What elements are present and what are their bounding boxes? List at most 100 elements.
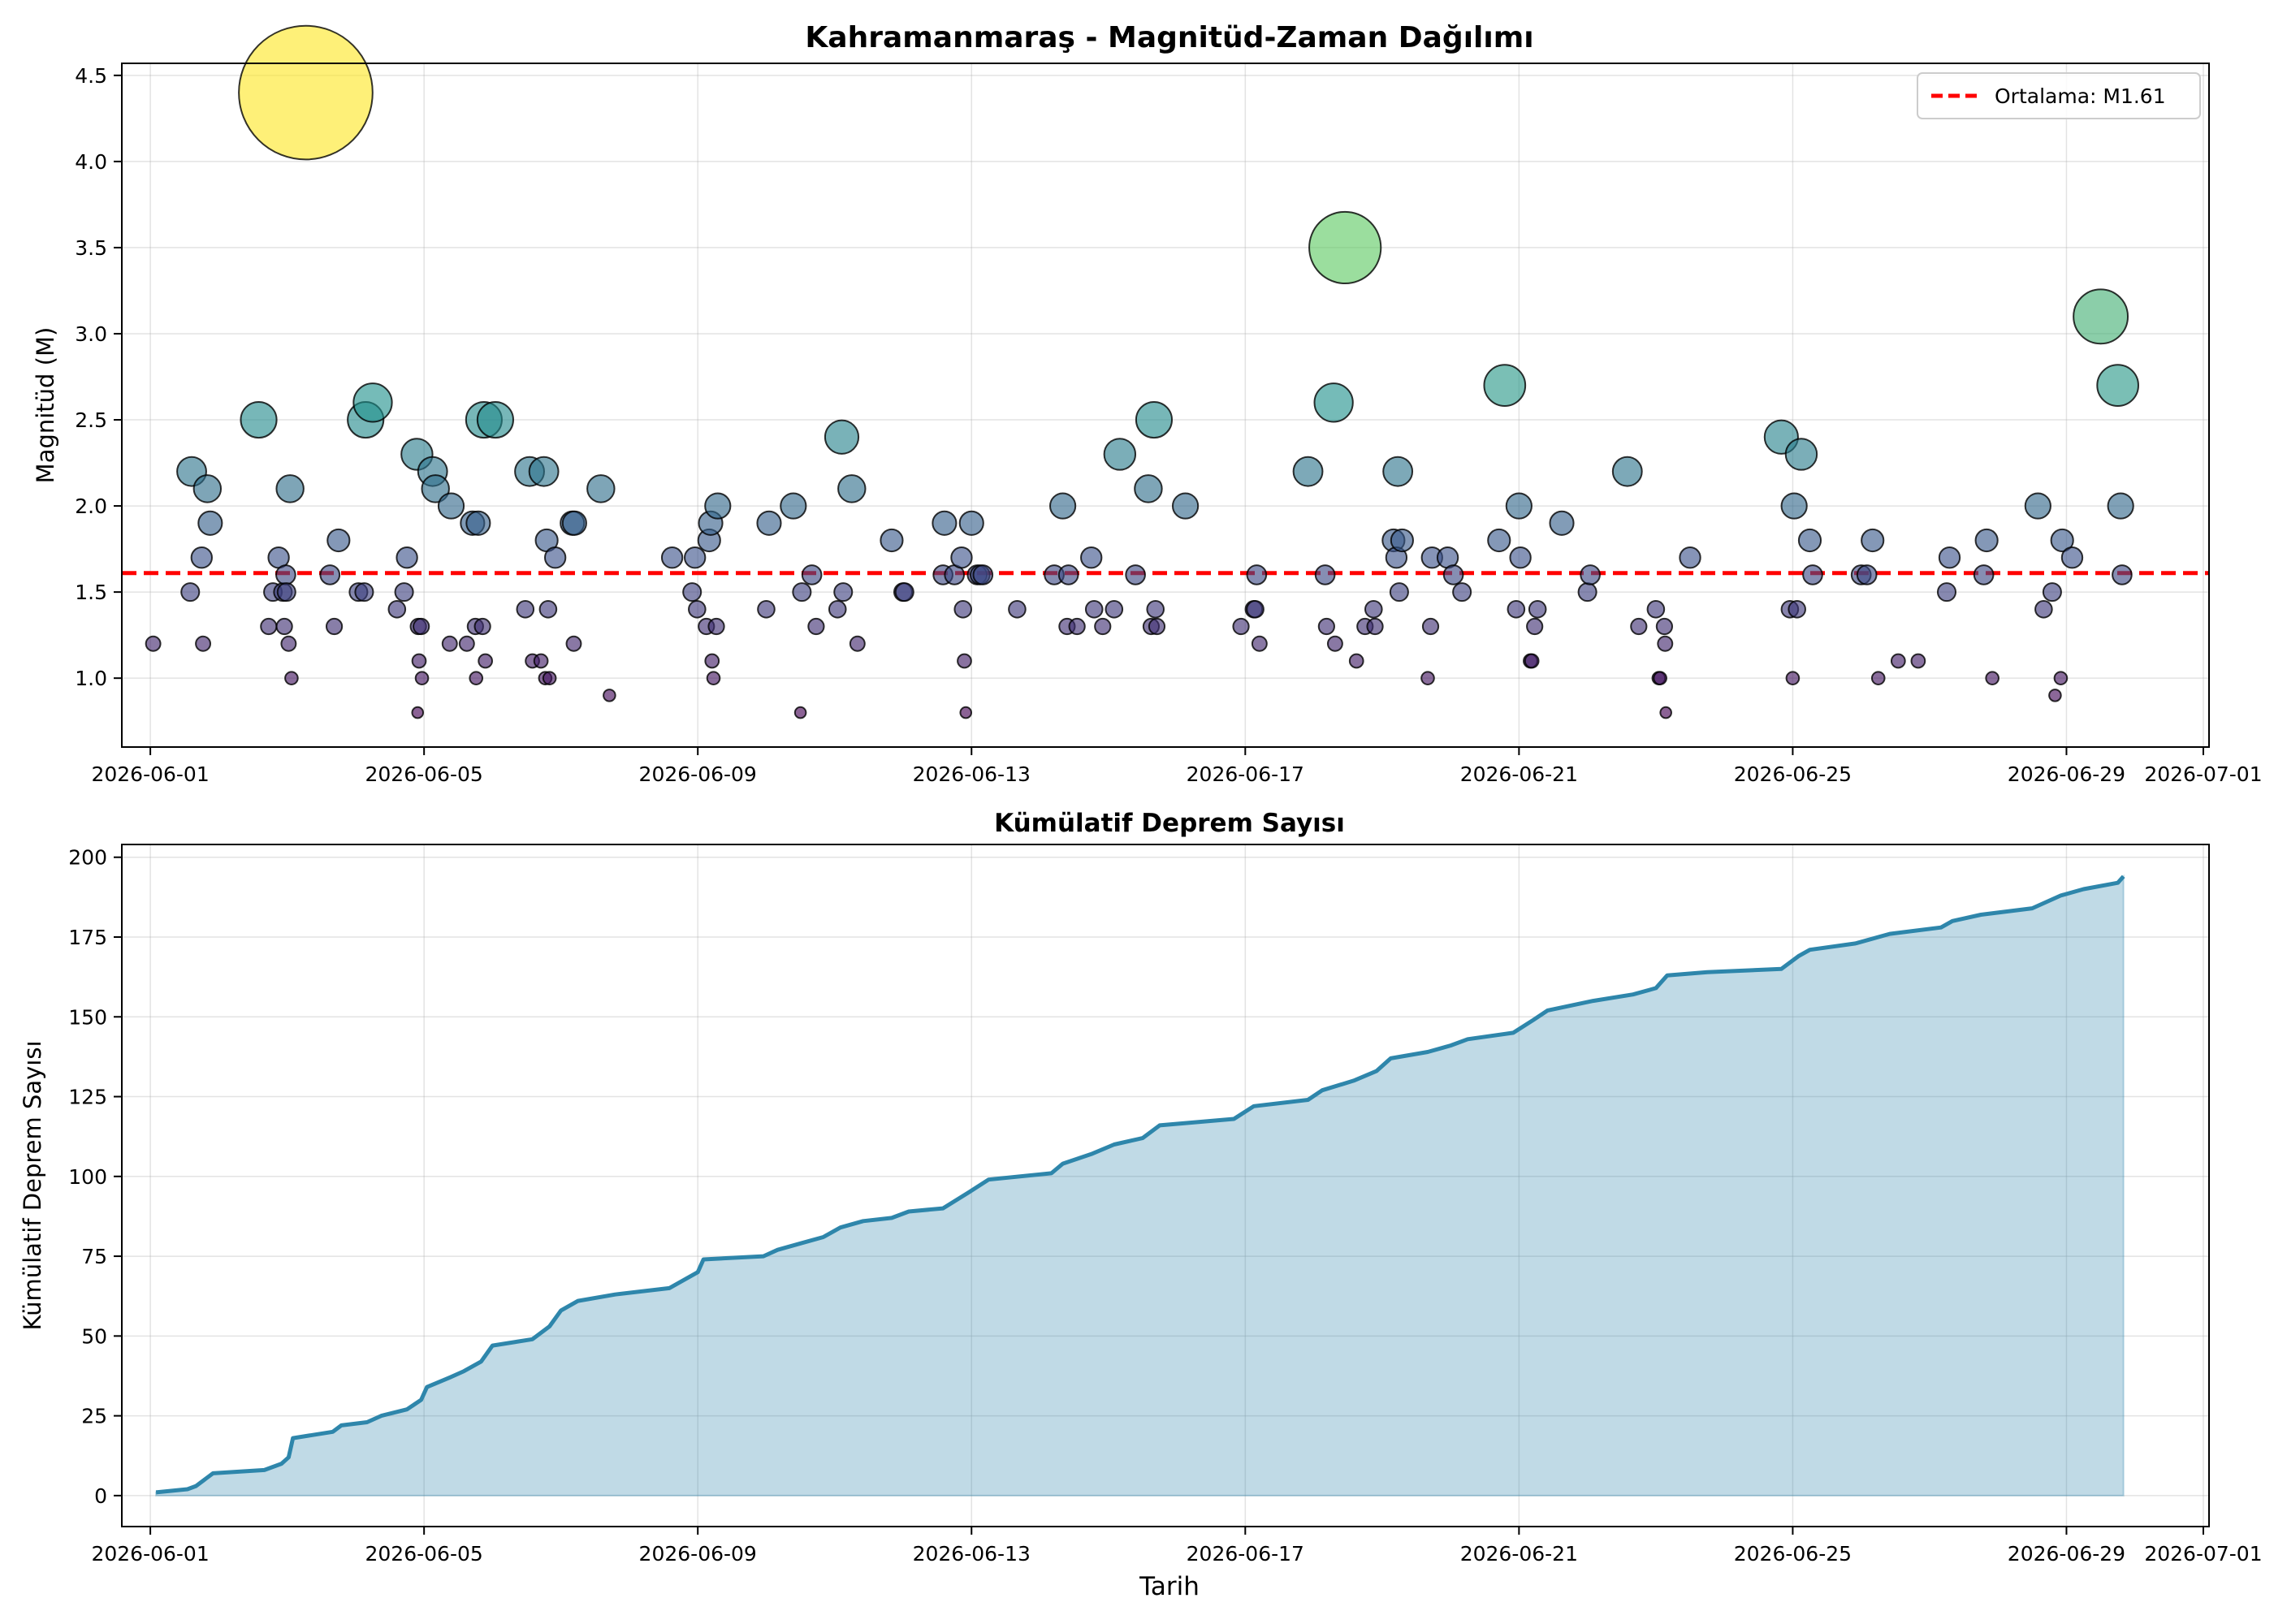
earthquake-point (352, 382, 393, 423)
top-x-tick-label: 2026-07-01 (2144, 762, 2262, 786)
earthquake-point (276, 582, 296, 603)
earthquake-point (469, 671, 484, 685)
earthquake-point (1580, 564, 1601, 585)
earthquake-point (793, 706, 807, 719)
top-x-tick-label: 2026-06-13 (913, 762, 1031, 786)
top-axes-frame (121, 63, 2210, 748)
earthquake-point (543, 546, 567, 569)
earthquake-point (1630, 617, 1648, 636)
earthquake-point (1308, 210, 1382, 285)
earthquake-point (894, 582, 914, 603)
top-y-tick-label: 2.5 (75, 408, 107, 432)
earthquake-point (2060, 546, 2084, 569)
earthquake-point (458, 635, 475, 652)
earthquake-point (1366, 617, 1384, 636)
earthquake-point (1870, 671, 1886, 685)
earthquake-point (1317, 617, 1335, 636)
earthquake-point (707, 617, 725, 636)
earthquake-point (950, 546, 973, 569)
earthquake-point (533, 653, 549, 669)
earthquake-point (1103, 438, 1137, 471)
top-y-tick-label: 1.0 (75, 667, 107, 690)
top-x-tick-label: 2026-06-09 (639, 762, 757, 786)
earthquake-point (780, 492, 807, 520)
earthquake-point (1057, 564, 1079, 585)
earthquake-point (1974, 528, 1999, 553)
earthquake-point (387, 600, 407, 619)
earthquake-point (1611, 456, 1643, 487)
earthquake-point (411, 653, 427, 669)
earthquake-point (1938, 546, 1961, 569)
earthquake-point (465, 510, 491, 536)
bottom-x-tick-label: 2026-07-01 (2144, 1542, 2262, 1566)
earthquake-point (414, 671, 430, 685)
bottom-chart-title: Kümülatif Deprem Sayısı (994, 809, 1345, 838)
earthquake-point (828, 600, 847, 619)
earthquake-point (2024, 492, 2051, 520)
earthquake-point (1890, 653, 1906, 669)
earthquake-point (824, 419, 860, 455)
earthquake-point (325, 617, 344, 636)
bottom-y-tick-label: 125 (68, 1086, 107, 1109)
earthquake-point (957, 653, 972, 669)
earthquake-point (275, 474, 305, 503)
top-y-tick-label: 3.5 (75, 236, 107, 260)
bottom-x-tick-label: 2026-06-13 (913, 1542, 1031, 1566)
bottom-grid (122, 844, 2209, 1527)
earthquake-point (959, 706, 973, 719)
cumulative-panel: Kümülatif Deprem Sayısı 2026-06-01 2026-0… (19, 809, 2263, 1601)
top-x-tick-label: 2026-06-17 (1187, 762, 1304, 786)
earthquake-point (1985, 671, 1999, 685)
earthquake-point (1910, 653, 1926, 669)
earthquake-point (476, 400, 514, 439)
earthquake-point (195, 635, 212, 652)
bottom-y-tick-label: 75 (81, 1245, 107, 1268)
earthquake-point (586, 474, 616, 503)
bottom-x-tick-label: 2026-06-21 (1460, 1542, 1578, 1566)
magnitude-time-panel: Kahramanmaraş - Magnitüd-Zaman Dağılımı … (32, 21, 2263, 786)
top-x-tick-label: 2026-06-21 (1460, 762, 1578, 786)
bottom-y-tick-label: 50 (81, 1324, 107, 1348)
earthquake-point (240, 400, 278, 439)
top-y-tick-label: 4.5 (75, 64, 107, 88)
earthquake-point (757, 600, 776, 619)
earthquake-point (1292, 456, 1324, 487)
earthquake-point (1008, 600, 1027, 619)
earthquake-point (1326, 635, 1343, 652)
earthquake-point (1655, 617, 1674, 636)
earthquake-point (706, 671, 721, 685)
earthquake-point (833, 582, 854, 603)
bottom-axes-frame (121, 844, 2210, 1527)
earthquake-point (326, 528, 351, 553)
bottom-y-ticks: 0 25 50 75 100 125 150 175 200 (68, 846, 122, 1508)
top-y-axis-label: Magnitüd (M) (32, 327, 59, 484)
earthquake-point (1135, 400, 1174, 439)
earthquake-point (1657, 635, 1674, 652)
earthquake-point (1084, 600, 1104, 619)
earthquake-point (1483, 364, 1527, 407)
earthquake-point (1679, 546, 1701, 569)
earthquake-point (1389, 582, 1409, 603)
earthquake-point (1232, 617, 1250, 636)
earthquake-point (1094, 617, 1112, 636)
bottom-x-ticks: 2026-06-01 2026-06-05 2026-06-09 2026-06-13… (91, 1527, 2263, 1566)
earthquake-point (1505, 492, 1533, 520)
earthquake-point (792, 582, 812, 603)
bottom-y-tick-label: 200 (68, 846, 107, 870)
earthquake-point (953, 600, 973, 619)
earthquake-point (180, 582, 201, 603)
earthquake-point (1861, 528, 1885, 553)
legend-box (1917, 72, 2201, 119)
earthquake-point (837, 474, 867, 503)
bottom-y-axis-label: Kümülatif Deprem Sayısı (19, 1040, 46, 1330)
earthquake-point (1148, 617, 1166, 636)
top-chart-title: Kahramanmaraş - Magnitüd-Zaman Dağılımı (805, 21, 1533, 54)
earthquake-point (478, 653, 494, 669)
earthquake-point (1973, 564, 1995, 585)
bottom-x-tick-label: 2026-06-17 (1187, 1542, 1304, 1566)
legend-label-mean: Ortalama: M1.61 (1995, 84, 2166, 108)
earthquake-point (1797, 528, 1822, 553)
earthquake-point (284, 671, 299, 685)
earthquake-point (1421, 617, 1440, 636)
earthquake-point (528, 456, 560, 487)
